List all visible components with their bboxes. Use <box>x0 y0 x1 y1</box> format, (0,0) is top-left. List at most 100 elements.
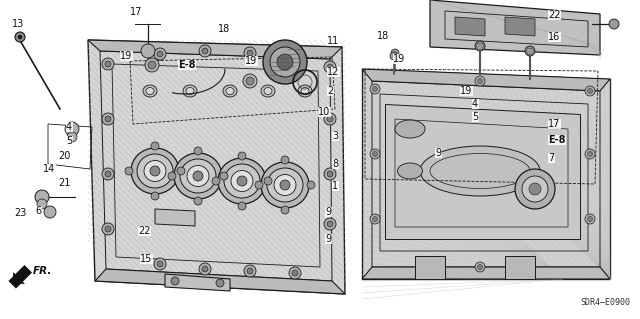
Circle shape <box>238 152 246 160</box>
Ellipse shape <box>186 87 194 94</box>
Text: 9: 9 <box>435 148 441 158</box>
Circle shape <box>370 84 380 94</box>
Text: 17: 17 <box>130 7 142 17</box>
Text: 15: 15 <box>140 254 152 264</box>
Circle shape <box>157 51 163 57</box>
Polygon shape <box>88 40 342 59</box>
Circle shape <box>292 270 298 276</box>
Ellipse shape <box>261 85 275 97</box>
Circle shape <box>105 61 111 67</box>
Polygon shape <box>505 256 535 279</box>
Text: 2: 2 <box>327 86 333 96</box>
Circle shape <box>585 149 595 159</box>
Polygon shape <box>362 69 610 279</box>
Circle shape <box>327 64 333 70</box>
Circle shape <box>324 113 336 125</box>
Circle shape <box>372 217 378 221</box>
Circle shape <box>263 40 307 84</box>
Text: 9: 9 <box>325 234 331 244</box>
Circle shape <box>588 217 593 221</box>
Text: 19: 19 <box>245 56 257 66</box>
Circle shape <box>324 218 336 230</box>
Ellipse shape <box>298 85 312 97</box>
Circle shape <box>148 61 156 69</box>
Ellipse shape <box>261 162 309 208</box>
Polygon shape <box>95 269 345 294</box>
Circle shape <box>154 48 166 60</box>
Circle shape <box>125 167 133 175</box>
Polygon shape <box>362 267 610 279</box>
Circle shape <box>370 214 380 224</box>
Text: 11: 11 <box>327 36 339 46</box>
Circle shape <box>585 86 595 96</box>
Text: 3: 3 <box>332 131 338 141</box>
Polygon shape <box>9 265 31 288</box>
Circle shape <box>154 258 166 270</box>
Circle shape <box>102 168 114 180</box>
Ellipse shape <box>146 87 154 94</box>
Text: 14: 14 <box>43 164 55 174</box>
Polygon shape <box>12 273 24 285</box>
Text: 22: 22 <box>138 226 150 236</box>
Polygon shape <box>415 256 445 279</box>
Ellipse shape <box>180 159 216 193</box>
Circle shape <box>18 35 22 39</box>
Polygon shape <box>455 17 485 36</box>
Text: 5: 5 <box>472 112 478 122</box>
Circle shape <box>324 168 336 180</box>
Circle shape <box>102 113 114 125</box>
Text: 9: 9 <box>325 207 331 217</box>
Text: 19: 19 <box>460 86 472 96</box>
Text: 18: 18 <box>377 31 389 41</box>
Circle shape <box>246 77 254 85</box>
Text: 7: 7 <box>548 153 554 163</box>
Circle shape <box>102 58 114 70</box>
Circle shape <box>37 199 47 209</box>
Circle shape <box>244 265 256 277</box>
Circle shape <box>327 171 333 177</box>
Circle shape <box>391 49 399 57</box>
Text: 4: 4 <box>472 99 478 109</box>
Polygon shape <box>505 17 535 36</box>
Text: 23: 23 <box>14 208 26 218</box>
Circle shape <box>247 268 253 274</box>
Text: 22: 22 <box>548 10 561 20</box>
Ellipse shape <box>143 85 157 97</box>
Circle shape <box>202 266 208 272</box>
Circle shape <box>168 172 176 180</box>
Circle shape <box>390 52 398 60</box>
Text: 10: 10 <box>318 107 330 117</box>
Circle shape <box>65 122 79 136</box>
Circle shape <box>105 116 111 122</box>
Ellipse shape <box>150 166 160 176</box>
Circle shape <box>283 62 297 76</box>
Ellipse shape <box>187 166 209 187</box>
Circle shape <box>372 152 378 157</box>
Ellipse shape <box>144 160 166 182</box>
Circle shape <box>522 176 548 202</box>
Circle shape <box>199 263 211 275</box>
Ellipse shape <box>224 164 260 198</box>
Circle shape <box>102 223 114 235</box>
Circle shape <box>141 44 155 58</box>
Ellipse shape <box>264 87 272 94</box>
Text: 5: 5 <box>66 136 72 146</box>
Polygon shape <box>165 274 230 291</box>
Ellipse shape <box>420 146 540 196</box>
Circle shape <box>327 116 333 122</box>
Text: 19: 19 <box>120 51 132 61</box>
Circle shape <box>255 181 263 189</box>
Circle shape <box>15 32 25 42</box>
Circle shape <box>475 41 485 51</box>
Ellipse shape <box>301 87 309 94</box>
Ellipse shape <box>193 171 203 181</box>
Text: E-8: E-8 <box>548 135 566 145</box>
Circle shape <box>157 261 163 267</box>
Polygon shape <box>385 104 580 239</box>
Circle shape <box>477 264 483 270</box>
Text: 18: 18 <box>218 24 230 34</box>
Text: 17: 17 <box>548 119 561 129</box>
Polygon shape <box>155 209 195 226</box>
Text: 13: 13 <box>12 19 24 29</box>
Ellipse shape <box>274 174 296 196</box>
